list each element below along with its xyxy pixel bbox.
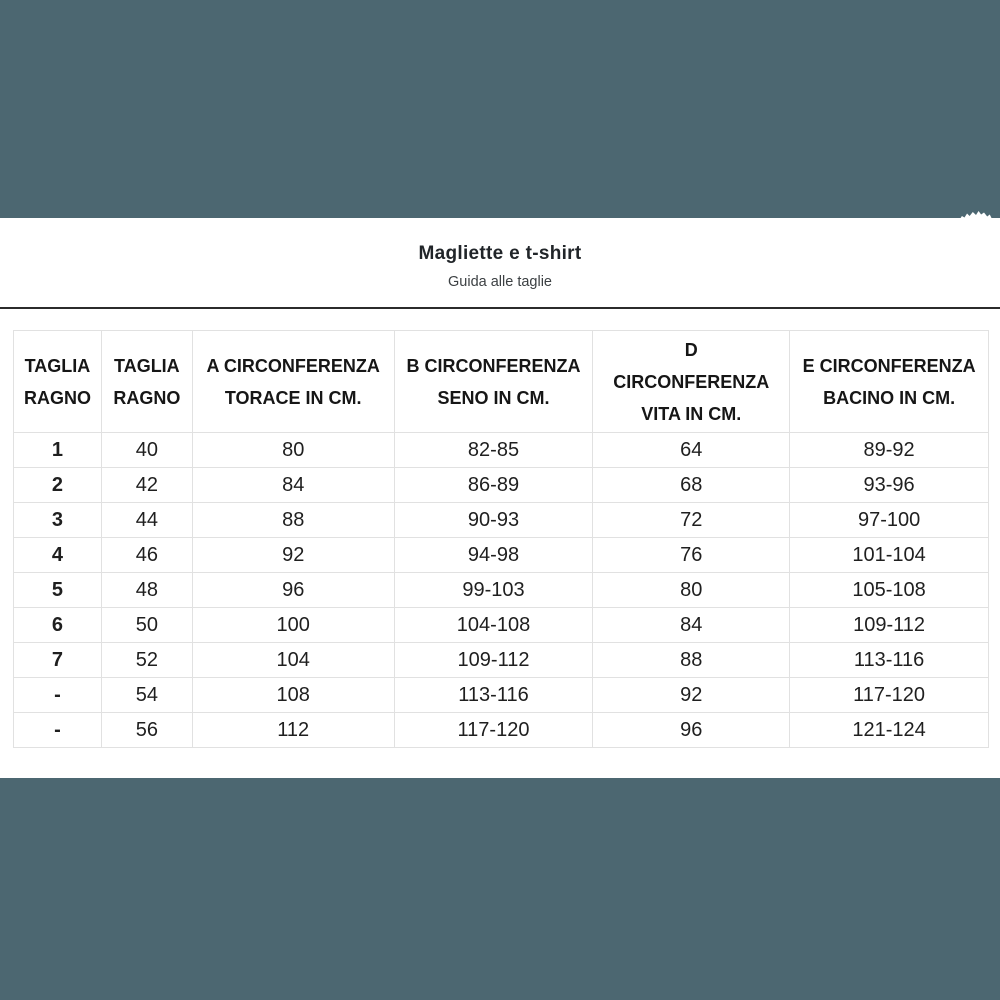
table-cell: 82-85 (393, 432, 593, 467)
table-cell: 117-120 (393, 712, 593, 747)
size-table: TAGLIA RAGNO TAGLIA RAGNO A CIRCONFERENZ… (13, 330, 989, 748)
size-guide-panel: Magliette e t-shirt Guida alle taglie TA… (0, 218, 1000, 778)
table-row: 5 48 96 99-103 80 105-108 (13, 572, 988, 607)
column-header-taglia-ragno-1: TAGLIA RAGNO (13, 330, 101, 432)
column-header-circonferenza-bacino: E CIRCONFERENZA BACINO IN CM. (789, 330, 988, 432)
header-line: SENO IN CM. (437, 387, 550, 408)
table-row: 2 42 84 86-89 68 93-96 (13, 467, 988, 502)
table-row: 7 52 104 109-112 88 113-116 (13, 642, 988, 677)
column-header-circonferenza-torace: A CIRCONFERENZA TORACE IN CM. (191, 330, 394, 432)
table-cell: 96 (191, 572, 394, 607)
table-cell: 52 (100, 642, 192, 677)
table-cell: 84 (191, 467, 394, 502)
table-cell: 100 (191, 607, 394, 642)
table-cell: - (13, 677, 101, 712)
table-cell: 50 (100, 607, 192, 642)
table-cell: 5 (13, 572, 101, 607)
header-line: VITA IN CM. (641, 403, 742, 424)
header-line: D (684, 339, 698, 360)
table-cell: 42 (100, 467, 192, 502)
table-cell: 44 (100, 502, 192, 537)
table-header-row: TAGLIA RAGNO TAGLIA RAGNO A CIRCONFERENZ… (13, 330, 988, 432)
table-cell: 2 (13, 467, 101, 502)
table-cell: 64 (592, 432, 790, 467)
header-line: BACINO IN CM. (823, 387, 956, 408)
table-cell: - (13, 712, 101, 747)
column-header-circonferenza-seno: B CIRCONFERENZA SENO IN CM. (393, 330, 593, 432)
table-cell: 104-108 (393, 607, 593, 642)
table-cell: 68 (592, 467, 790, 502)
header-line: E CIRCONFERENZA (802, 355, 976, 376)
table-cell: 80 (191, 432, 394, 467)
table-cell: 80 (592, 572, 790, 607)
table-cell: 121-124 (789, 712, 988, 747)
table-cell: 76 (592, 537, 790, 572)
page-title: Magliette e t-shirt (418, 243, 582, 264)
table-cell: 92 (191, 537, 394, 572)
table-cell: 72 (592, 502, 790, 537)
table-row: 4 46 92 94-98 76 101-104 (13, 537, 988, 572)
table-cell: 48 (100, 572, 192, 607)
header-line: TAGLIA (114, 355, 180, 376)
table-cell: 112 (191, 712, 394, 747)
table-cell: 3 (13, 502, 101, 537)
header-line: TAGLIA (24, 355, 91, 376)
table-cell: 46 (100, 537, 192, 572)
table-cell: 93-96 (789, 467, 988, 502)
table-cell: 113-116 (789, 642, 988, 677)
table-cell: 4 (13, 537, 101, 572)
header-line: B CIRCONFERENZA (406, 355, 581, 376)
table-row: 6 50 100 104-108 84 109-112 (13, 607, 988, 642)
torn-edge-artifact (960, 211, 992, 219)
divider (0, 307, 1000, 309)
table-cell: 86-89 (393, 467, 593, 502)
table-cell: 108 (191, 677, 394, 712)
table-cell: 97-100 (789, 502, 988, 537)
header-line: CIRCONFERENZA (613, 371, 770, 392)
table-cell: 7 (13, 642, 101, 677)
column-header-circonferenza-vita: D CIRCONFERENZA VITA IN CM. (592, 330, 790, 432)
table-cell: 56 (100, 712, 192, 747)
table-row: 3 44 88 90-93 72 97-100 (13, 502, 988, 537)
page-subtitle: Guida alle taglie (448, 274, 552, 290)
table-cell: 109-112 (393, 642, 593, 677)
table-cell: 88 (191, 502, 394, 537)
table-cell: 84 (592, 607, 790, 642)
table-cell: 104 (191, 642, 394, 677)
table-cell: 89-92 (789, 432, 988, 467)
table-cell: 40 (100, 432, 192, 467)
table-row: - 54 108 113-116 92 117-120 (13, 677, 988, 712)
table-cell: 1 (13, 432, 101, 467)
table-cell: 105-108 (789, 572, 988, 607)
table-cell: 6 (13, 607, 101, 642)
header-line: RAGNO (23, 387, 91, 408)
header-line: RAGNO (113, 387, 181, 408)
table-cell: 88 (592, 642, 790, 677)
table-cell: 94-98 (393, 537, 593, 572)
table-row: 1 40 80 82-85 64 89-92 (13, 432, 988, 467)
table-cell: 109-112 (789, 607, 988, 642)
header-line: TORACE IN CM. (224, 387, 362, 408)
column-header-taglia-ragno-2: TAGLIA RAGNO (100, 330, 192, 432)
table-cell: 113-116 (393, 677, 593, 712)
table-cell: 54 (100, 677, 192, 712)
table-cell: 101-104 (789, 537, 988, 572)
table-cell: 117-120 (789, 677, 988, 712)
table-cell: 92 (592, 677, 790, 712)
table-cell: 99-103 (393, 572, 593, 607)
header-line: A CIRCONFERENZA (206, 355, 380, 376)
table-row: - 56 112 117-120 96 121-124 (13, 712, 988, 747)
table-cell: 90-93 (393, 502, 593, 537)
table-cell: 96 (592, 712, 790, 747)
